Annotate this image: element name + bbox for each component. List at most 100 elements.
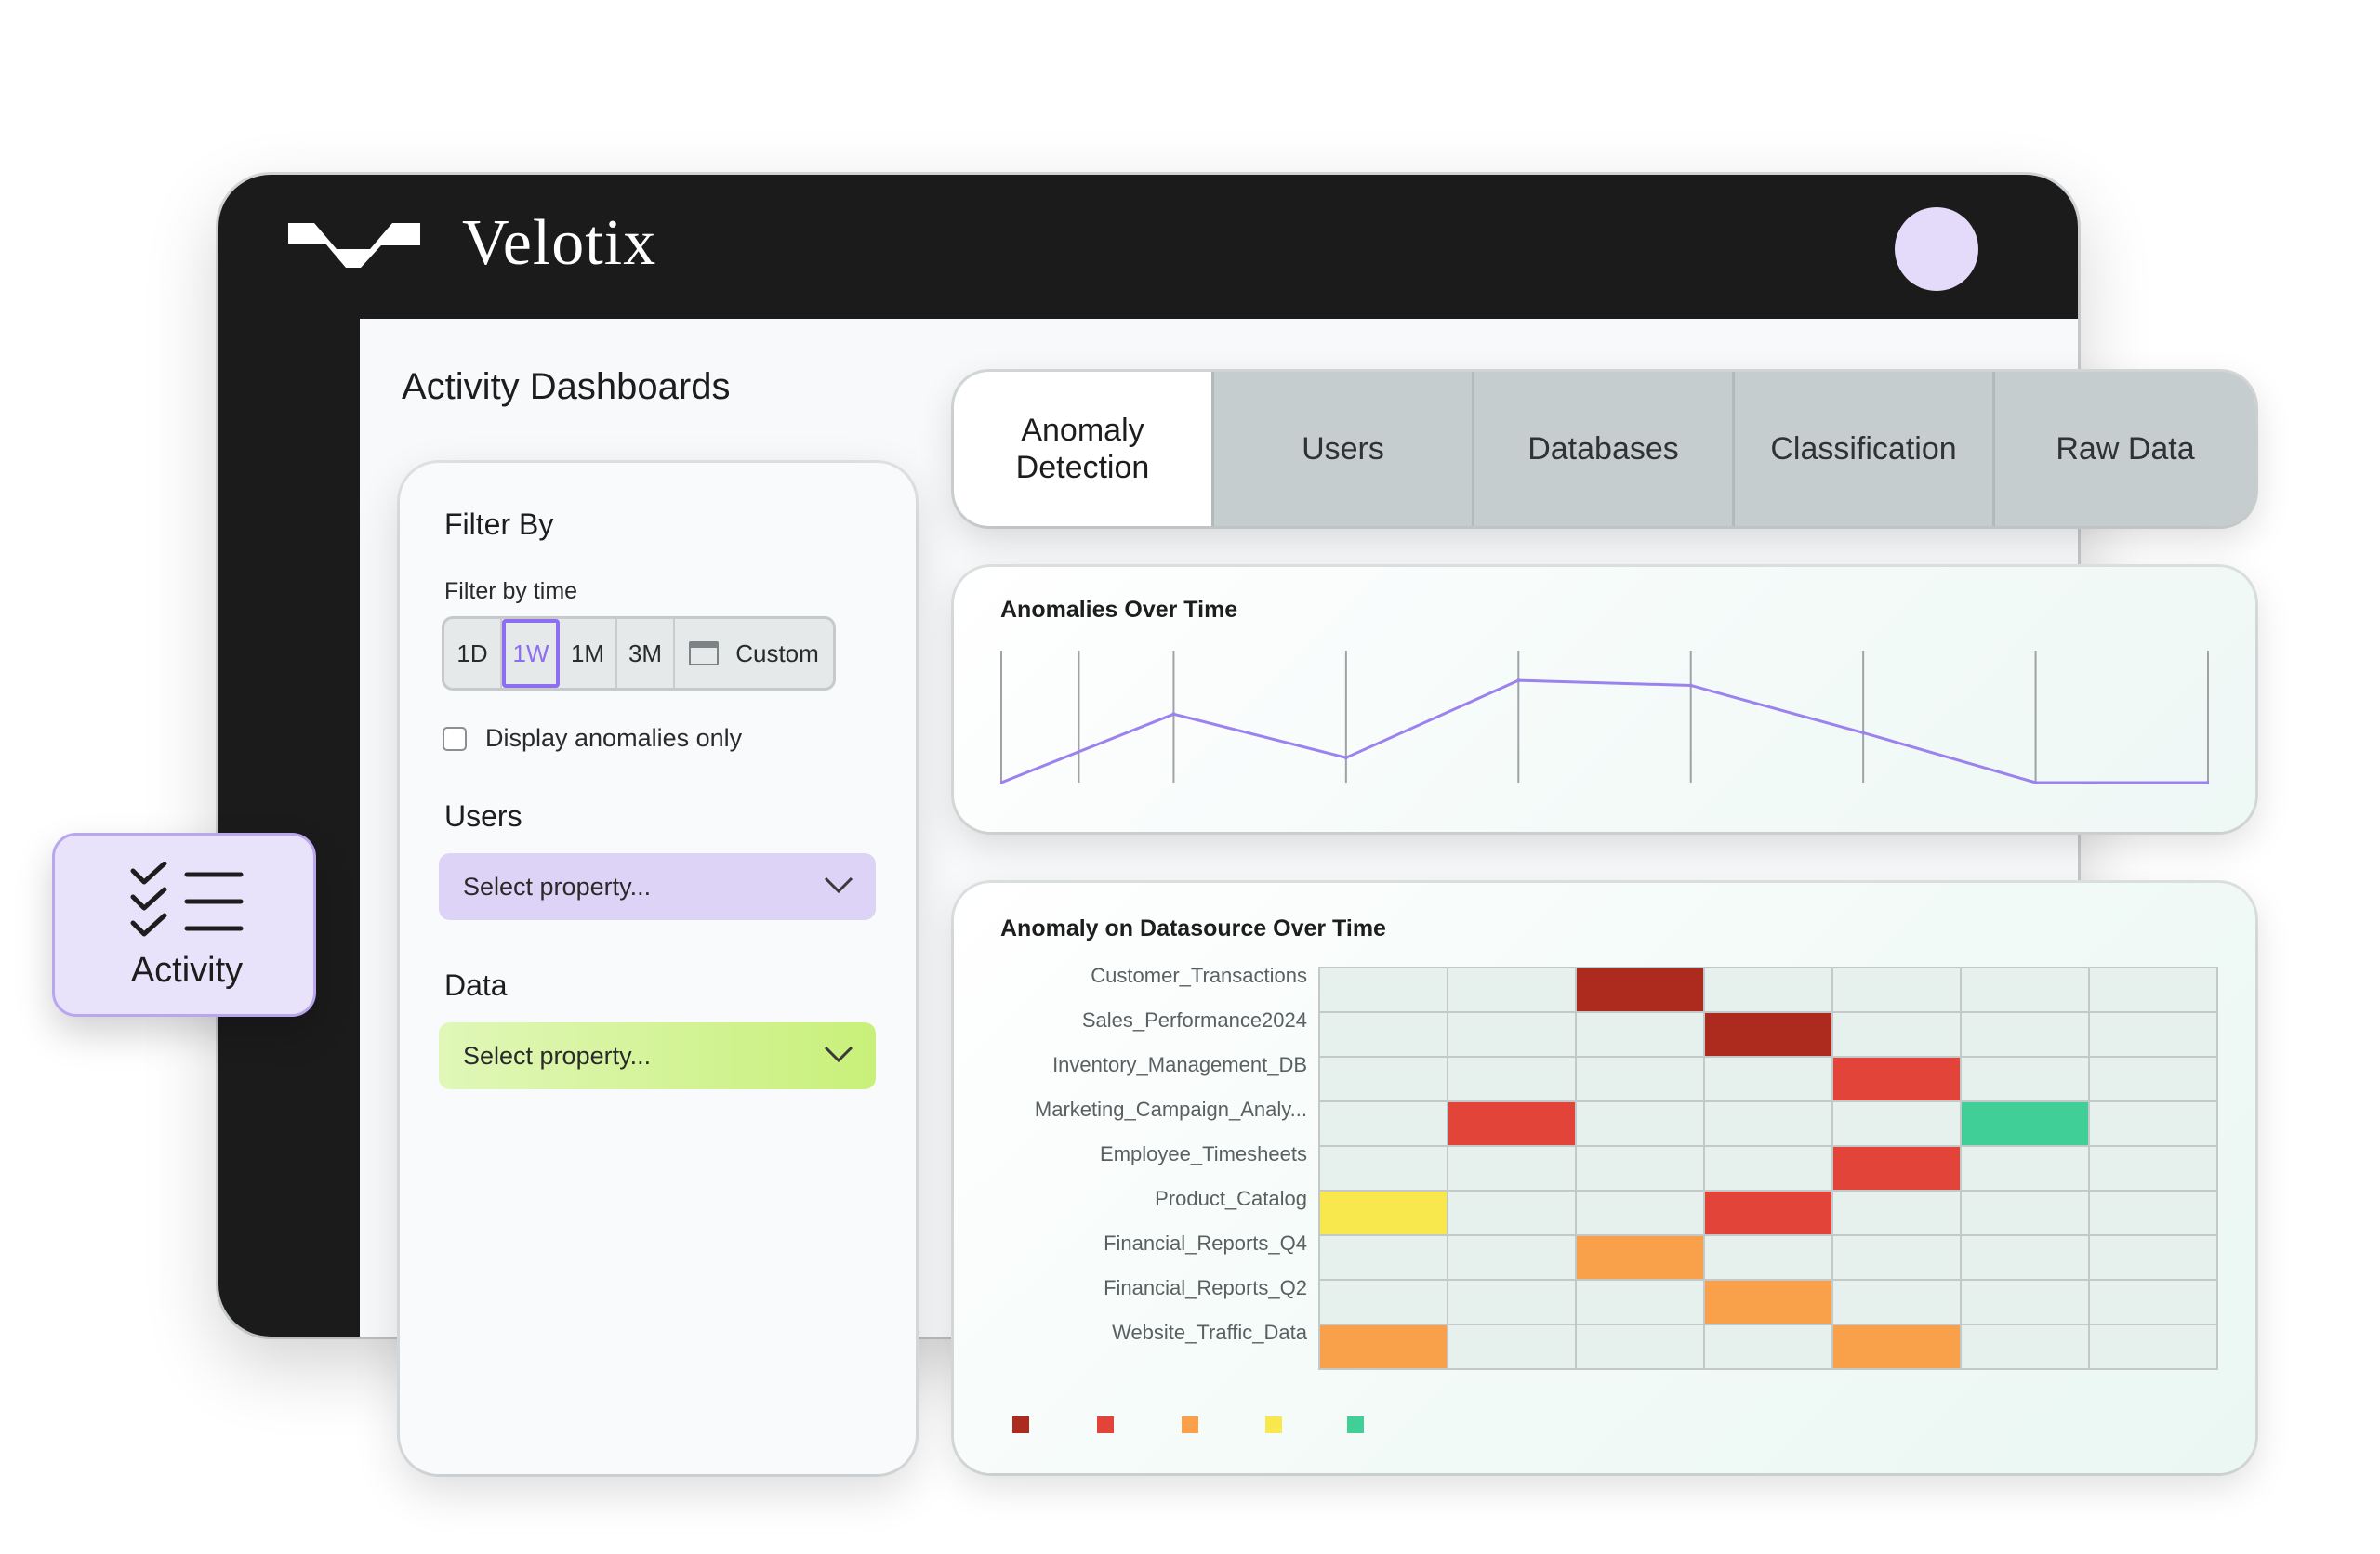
heatmap-cell [1960,1056,2090,1102]
checklist-icon [130,862,244,937]
heatmap-cell [1447,1279,1577,1325]
heatmap-cell [1575,1145,1705,1192]
heatmap-cell [1703,1011,1833,1058]
legend-swatch [1182,1416,1198,1433]
tab-databases[interactable]: Databases [1474,372,1735,526]
heatmap-cell [1831,1056,1962,1102]
heatmap-row-label: Inventory_Management_DB [1052,1053,1307,1076]
tab-anomaly-detection[interactable]: Anomaly Detection [954,372,1214,526]
tab-raw-data[interactable]: Raw Data [2056,430,2195,467]
time-option-3m[interactable]: 3M [617,619,675,688]
heatmap-cell [1831,1279,1962,1325]
time-range-selector: 1D 1W 1M 3M Custom [442,616,836,691]
heatmap-cell [1831,1190,1962,1236]
legend-swatch [1097,1416,1114,1433]
anomalies-line-chart [1000,651,2209,784]
time-option-1m[interactable]: 1M [560,619,617,688]
heatmap-cell [1831,1011,1962,1058]
heatmap-cell [1960,1324,2090,1370]
heatmap-row-label: Website_Traffic_Data [1112,1321,1307,1344]
heatmap-cell [2088,1011,2218,1058]
legend-swatch [1012,1416,1029,1433]
series-line [1000,678,2208,784]
heatmap-cell [1447,1234,1577,1281]
heatmap-cell [2088,1234,2218,1281]
heatmap-cell [1318,967,1448,1013]
anomalies-only-checkbox[interactable] [443,727,467,751]
heatmap-cell [1318,1011,1448,1058]
heatmap-cell [2088,1190,2218,1236]
heatmap-row-label: Employee_Timesheets [1100,1142,1307,1166]
legend-swatch [1347,1416,1364,1433]
dashboard-tabs: Anomaly Detection Users Databases Classi… [954,372,2255,526]
calendar-icon [689,641,720,665]
heatmap-cell [1447,1324,1577,1370]
heatmap-cell [1318,1100,1448,1147]
time-option-custom[interactable]: Custom [675,619,833,688]
chevron-down-icon [824,876,853,894]
time-option-1w[interactable]: 1W [502,619,560,688]
left-sidebar [218,319,360,1337]
anomaly-heatmap [1318,967,2218,1370]
heatmap-cell [1831,967,1962,1013]
tab-classification[interactable]: Classification [1735,372,1995,526]
data-point [1343,756,1348,760]
heatmap-cell [1703,1056,1833,1102]
heatmap-cell [1703,1145,1833,1192]
chevron-down-icon [824,1046,853,1063]
data-point [2206,781,2209,784]
users-dropdown-value: Select property... [463,872,652,901]
heatmap-cell [2088,1279,2218,1325]
line-chart-title: Anomalies Over Time [1000,597,1238,623]
heatmap-cell [1318,1145,1448,1192]
heatmap-row-label: Financial_Reports_Q4 [1104,1231,1307,1255]
heatmap-cell [1960,1234,2090,1281]
anomalies-over-time-card: Anomalies Over Time [954,567,2255,832]
heatmap-cell [1703,1190,1833,1236]
heatmap-cell [1831,1234,1962,1281]
heatmap-row-label: Financial_Reports_Q2 [1104,1276,1307,1299]
time-option-1d[interactable]: 1D [444,619,502,688]
heatmap-cell [2088,967,2218,1013]
heatmap-cell [1575,1100,1705,1147]
heatmap-cell [1575,1056,1705,1102]
heatmap-cell [1318,1324,1448,1370]
heatmap-cell [1703,1100,1833,1147]
time-filter-label: Filter by time [444,578,578,604]
filter-panel: Filter By Filter by time 1D 1W 1M 3M Cus… [400,463,916,1474]
header-bar: Velotix [218,175,2078,319]
heatmap-cell [1318,1056,1448,1102]
activity-badge[interactable]: Activity [52,833,316,1017]
heatmap-cell [1318,1234,1448,1281]
heatmap-cell [1703,967,1833,1013]
custom-label: Custom [735,639,819,667]
tab-users[interactable]: Users [1214,372,1474,526]
heatmap-cell [1960,1011,2090,1058]
user-avatar[interactable] [1895,207,1978,291]
heatmap-cell [1575,1324,1705,1370]
heatmap-cell [1447,1011,1577,1058]
users-property-dropdown[interactable]: Select property... [439,853,876,920]
data-property-dropdown[interactable]: Select property... [439,1022,876,1089]
data-point [1171,712,1176,717]
heatmap-cell [1960,1145,2090,1192]
data-heading: Data [444,968,508,1002]
heatmap-cell [1703,1279,1833,1325]
heatmap-cell [1831,1100,1962,1147]
heatmap-cell [2088,1056,2218,1102]
heatmap-row-labels: Customer_Transactions Sales_Performance2… [1000,964,1307,1373]
heatmap-cell [1575,1190,1705,1236]
data-point [2033,781,2038,784]
heatmap-title: Anomaly on Datasource Over Time [1000,915,1386,942]
heatmap-cell [1960,1100,2090,1147]
velotix-logo-icon [288,223,420,268]
filter-heading: Filter By [444,507,554,541]
legend-swatch [1265,1416,1282,1433]
data-point [1516,678,1521,683]
page-title: Activity Dashboards [402,366,731,407]
data-dropdown-value: Select property... [463,1041,652,1070]
heatmap-cell [1447,1056,1577,1102]
heatmap-cell [1703,1324,1833,1370]
data-point [1861,731,1866,735]
heatmap-cell [1318,1190,1448,1236]
